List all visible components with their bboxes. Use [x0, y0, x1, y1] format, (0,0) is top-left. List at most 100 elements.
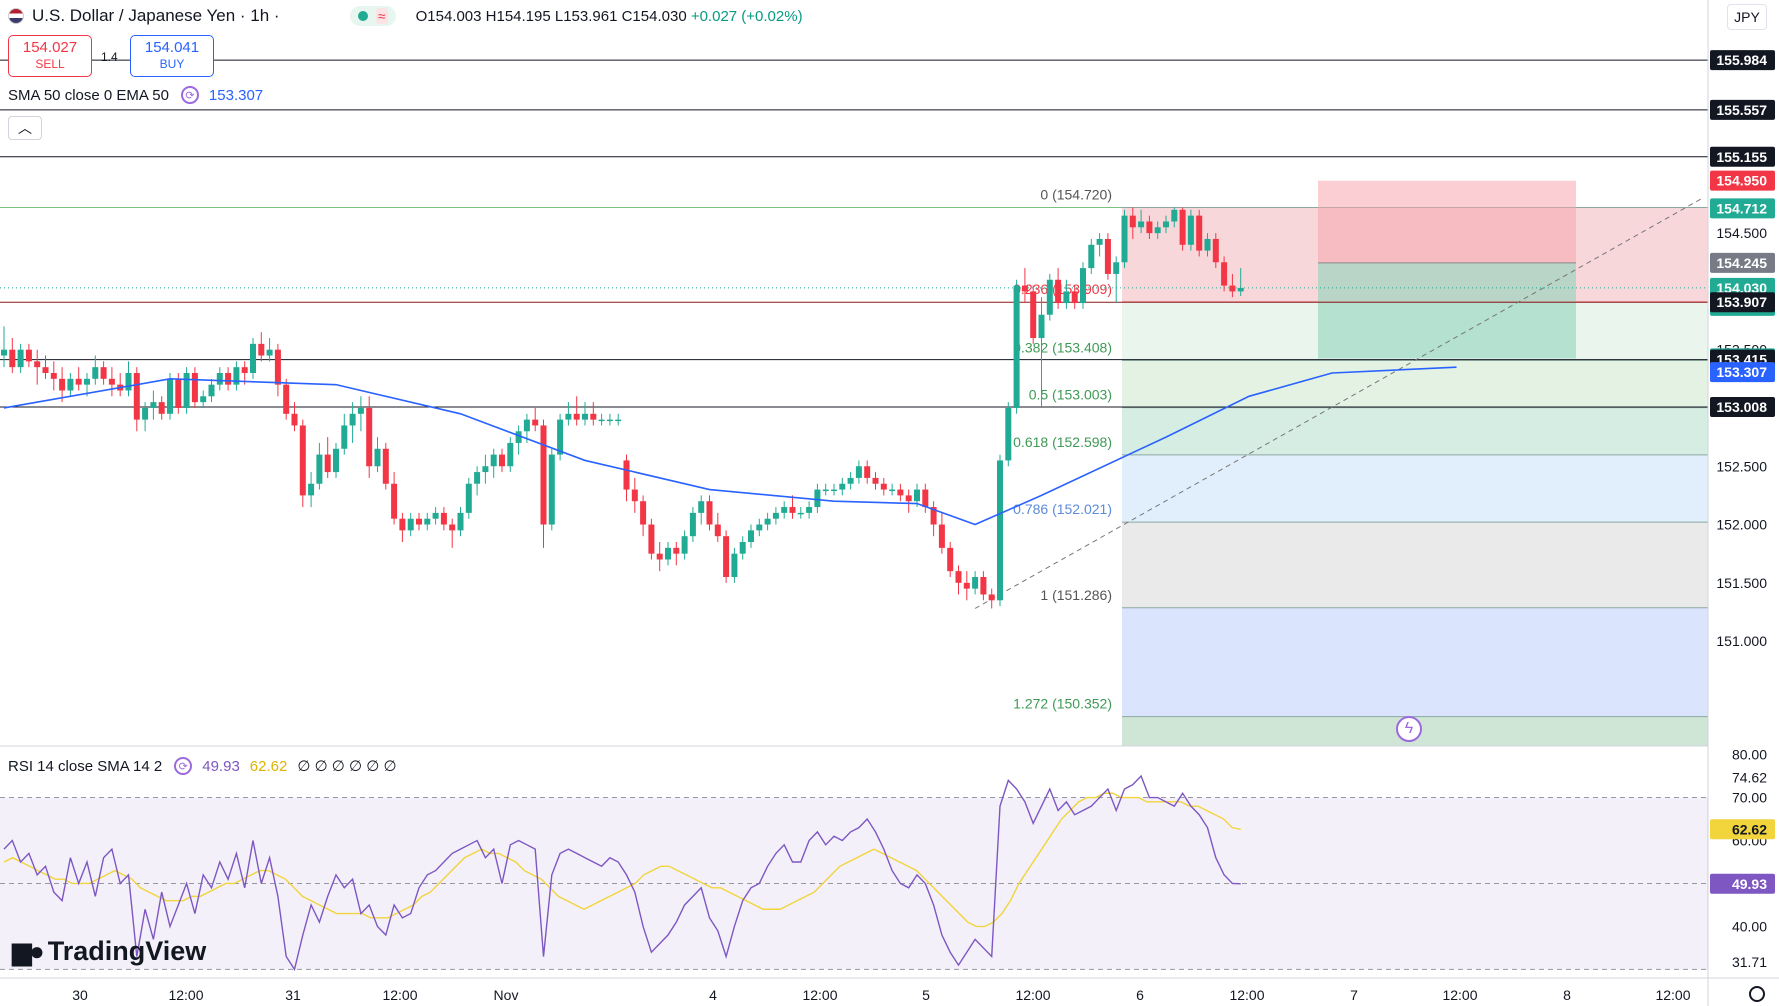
candle-body [432, 512, 439, 519]
candle-body [922, 489, 929, 508]
candle-body [748, 530, 754, 543]
market-status-pill[interactable]: ≈ [349, 6, 396, 26]
spread-value: 1.4 [101, 50, 118, 64]
rsi-empty-values: ∅ ∅ ∅ ∅ ∅ ∅ [297, 758, 397, 775]
candle-body [142, 407, 149, 420]
chevron-up-icon: ︿ [18, 120, 32, 136]
candle-body [831, 489, 837, 492]
fib-zone [1122, 407, 1708, 455]
candle-body [1021, 285, 1028, 292]
candle-body [673, 547, 680, 554]
rsi-sma-badge-label: 62.62 [1732, 821, 1767, 837]
candle-body [67, 378, 74, 391]
rsi-indicator-legend[interactable]: RSI 14 close SMA 14 2 ⟳ 49.93 62.62 ∅ ∅ … [8, 757, 397, 775]
candle-body [333, 448, 339, 473]
currency-selector[interactable]: JPY [1727, 4, 1767, 30]
price-badge-bg [1710, 146, 1775, 167]
candle-body [772, 512, 779, 519]
candle-body [631, 489, 638, 502]
rsi-tick-label: 31.71 [1732, 954, 1767, 970]
candle-body [349, 413, 356, 426]
candle-body [1146, 221, 1153, 234]
candle-body [1154, 227, 1161, 234]
time-tick-label: 12:00 [1655, 987, 1690, 1003]
sell-button[interactable]: 154.027 SELL [8, 35, 92, 77]
candle-body [532, 419, 539, 426]
gear-icon[interactable] [1749, 986, 1765, 1002]
candle-body [1229, 285, 1236, 292]
candle-body [623, 460, 630, 490]
time-tick-label: 12:00 [1015, 987, 1050, 1003]
buy-button[interactable]: 154.041 BUY [130, 35, 214, 77]
sell-price: 154.027 [22, 39, 78, 56]
candle-body [440, 512, 447, 525]
ma-indicator-legend[interactable]: SMA 50 close 0 EMA 50 ⟳ 153.307 [8, 86, 263, 104]
candle-body [565, 413, 572, 420]
fib-level-label: 0.236 (153.909) [1013, 281, 1112, 297]
candle-body [1046, 279, 1053, 315]
time-tick-label: 4 [709, 987, 717, 1003]
fib-zone [1122, 607, 1708, 717]
candle-body [548, 454, 555, 525]
price-tick-label: 151.500 [1716, 575, 1767, 591]
candle-body [980, 576, 987, 595]
candle-body [465, 483, 472, 513]
collapse-legend-button[interactable]: ︿ [8, 116, 42, 140]
candle-body [656, 553, 663, 560]
candle-body [283, 384, 290, 414]
candle-body [731, 553, 738, 577]
lightning-icon[interactable]: ϟ [1396, 716, 1422, 742]
candle-body [723, 536, 730, 577]
candle-body [424, 518, 431, 525]
candle-body [698, 501, 705, 513]
rsi-cycle-icon[interactable]: ⟳ [174, 757, 193, 775]
fib-zone [1122, 360, 1708, 408]
rsi-badge-bg [1710, 873, 1775, 894]
time-tick-label: Nov [494, 987, 519, 1003]
candle-body [1096, 238, 1103, 245]
price-badge-bg [1710, 198, 1775, 219]
candle-body [864, 466, 871, 478]
candle-body [615, 419, 622, 422]
candle-body [797, 512, 804, 515]
fib-level-label: 0.786 (152.021) [1013, 501, 1112, 517]
price-badge-label: 155.155 [1716, 149, 1767, 165]
price-tick-label: 151.000 [1716, 633, 1767, 649]
fib-level-label: 0.5 (153.003) [1029, 387, 1112, 403]
cycle-icon[interactable]: ⟳ [180, 86, 199, 104]
candle-body [374, 448, 381, 467]
candle-body [499, 454, 505, 467]
candle-body [84, 378, 90, 385]
price-badge-label: 155.984 [1716, 52, 1767, 68]
candle-body [299, 425, 306, 496]
price-badge-bg [1710, 397, 1775, 418]
rsi-sma-badge-bg [1710, 819, 1775, 840]
candle-body [997, 460, 1003, 601]
candle-body [158, 402, 165, 414]
candle-body [1212, 238, 1219, 263]
price-badge-label: 153.307 [1716, 364, 1767, 380]
rsi-tick-label: 74.62 [1732, 770, 1767, 786]
price-tick-label: 152.500 [1716, 458, 1767, 474]
tradingview-logo: ▆● TradingView [12, 936, 206, 967]
price-change: +0.027 (+0.02%) [690, 7, 803, 25]
price-badge-label: 154.030 [1716, 280, 1767, 296]
candle-body [781, 507, 788, 513]
stop-loss-zone [1318, 180, 1576, 263]
symbol-title[interactable]: U.S. Dollar / Japanese Yen · 1h · [32, 6, 280, 25]
candle-body [167, 378, 173, 414]
candle-body [930, 507, 937, 525]
candle-body [324, 454, 331, 473]
candle-body [897, 489, 904, 496]
candle-body [341, 425, 348, 449]
wave-icon: ≈ [375, 8, 388, 24]
candle-body [1221, 262, 1228, 286]
candle-body [233, 367, 240, 385]
time-tick-label: 12:00 [1442, 987, 1477, 1003]
candle-body [125, 373, 132, 391]
candle-body [25, 349, 32, 362]
candle-body [1038, 314, 1045, 339]
candle-body [449, 524, 456, 531]
candle-body [108, 378, 115, 385]
